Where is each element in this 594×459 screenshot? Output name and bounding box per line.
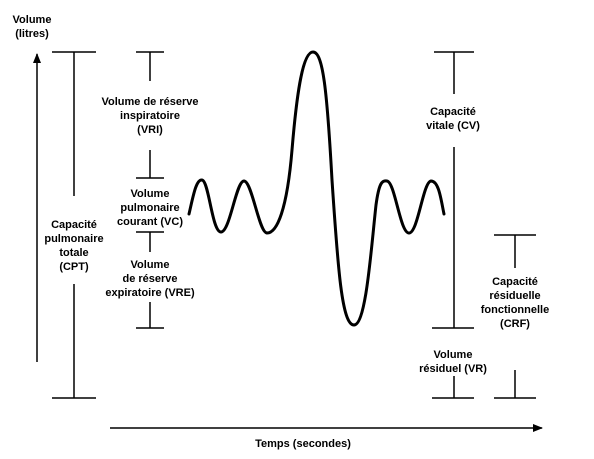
breathing-waveform: [187, 50, 446, 327]
vri-label-line-1: Volume de réserve: [101, 96, 199, 108]
vr-label-line-1: Volume: [433, 349, 473, 361]
vc-label-line-1: Volume: [130, 188, 170, 200]
vr-label-line-2: résiduel (VR): [419, 363, 487, 375]
crf-label-line-2: résiduelle: [489, 290, 541, 302]
crf-label-line-3: fonctionnelle: [480, 304, 550, 316]
x-axis-label: Temps (secondes): [228, 437, 378, 451]
vc-label-line-3: courant (VC): [117, 216, 183, 228]
vc-label: Volume pulmonaire courant (VC): [110, 187, 190, 229]
vre-label-line-1: Volume: [130, 259, 170, 271]
cv-bracket: [432, 51, 474, 329]
y-axis-label: Volume (litres): [4, 13, 60, 41]
vre-label-line-3: expiratoire (VRE): [105, 287, 195, 299]
cpt-bracket: [52, 51, 96, 399]
cv-label: Capacité vitale (CV): [416, 105, 490, 133]
vr-bracket: [432, 376, 474, 399]
cpt-label-line-2: pulmonaire: [44, 233, 104, 245]
vc-vre-bracket: [136, 231, 164, 329]
cpt-label-line-4: (CPT): [59, 261, 89, 273]
crf-bracket: [494, 234, 536, 399]
vre-label-line-2: de réserve: [122, 273, 178, 285]
crf-label: Capacité résiduelle fonctionnelle (CRF): [470, 275, 560, 331]
crf-label-line-1: Capacité: [492, 276, 538, 288]
crf-label-line-4: (CRF): [500, 318, 530, 330]
x-axis-label-text: Temps (secondes): [255, 438, 351, 450]
vri-label: Volume de réserve inspiratoire (VRI): [94, 95, 206, 137]
vr-label: Volume résiduel (VR): [410, 348, 496, 376]
vri-bracket: [136, 51, 164, 179]
cv-label-line-1: Capacité: [430, 106, 476, 118]
vc-label-line-2: pulmonaire: [120, 202, 180, 214]
y-axis-label-line-2: (litres): [15, 28, 49, 40]
vri-label-line-2: inspiratoire: [120, 110, 180, 122]
cpt-label: Capacité pulmonaire totale (CPT): [42, 218, 106, 274]
cv-label-line-2: vitale (CV): [426, 120, 480, 132]
y-axis-label-line-1: Volume: [12, 14, 52, 26]
vri-label-line-3: (VRI): [137, 124, 163, 136]
vre-label: Volume de réserve expiratoire (VRE): [100, 258, 200, 300]
cpt-label-line-3: totale: [59, 247, 89, 259]
cpt-label-line-1: Capacité: [51, 219, 97, 231]
